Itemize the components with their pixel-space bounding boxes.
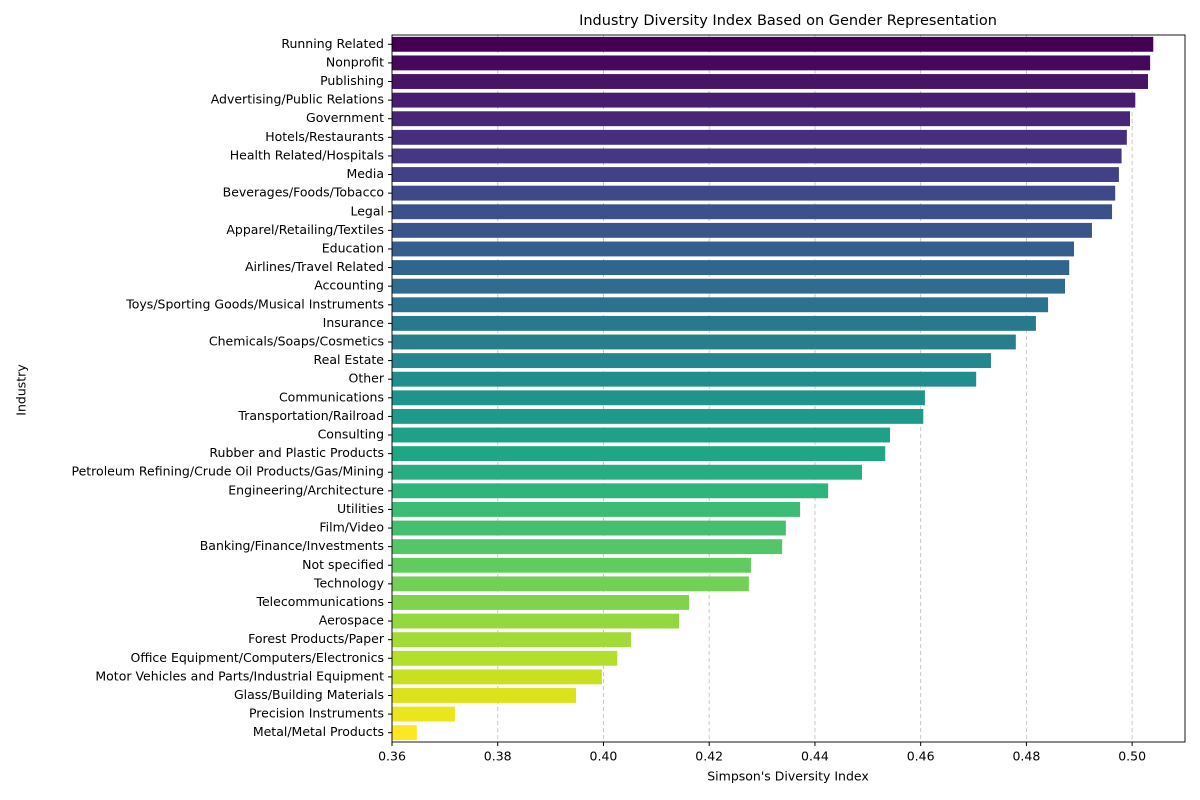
y-tick-label: Other [349, 371, 385, 386]
bar [392, 185, 1116, 201]
bar [392, 371, 977, 387]
bar [392, 148, 1122, 164]
bar [392, 55, 1151, 71]
bar [392, 427, 891, 443]
bar [392, 483, 829, 499]
y-tick-label: Toys/Sporting Goods/Musical Instruments [125, 296, 384, 311]
bar [392, 353, 991, 369]
y-tick-label: Education [322, 240, 384, 255]
y-tick-label: Office Equipment/Computers/Electronics [130, 650, 384, 665]
x-tick-label: 0.48 [1012, 749, 1040, 764]
y-tick-label: Consulting [318, 427, 384, 442]
y-tick-label: Insurance [323, 315, 385, 330]
y-tick-label: Nonprofit [326, 54, 384, 69]
y-tick-label: Government [306, 110, 384, 125]
y-tick-label: Accounting [314, 278, 384, 293]
bar [392, 669, 602, 685]
plot-frame [391, 34, 1186, 743]
y-tick-label: Not specified [302, 557, 384, 572]
x-tick-label: 0.40 [590, 749, 618, 764]
y-tick-label: Rubber and Plastic Products [209, 445, 384, 460]
y-tick-label: Motor Vehicles and Parts/Industrial Equi… [95, 668, 384, 683]
y-tick-label: Health Related/Hospitals [230, 147, 384, 162]
y-tick-label: Chemicals/Soaps/Cosmetics [209, 333, 384, 348]
bar [392, 464, 862, 480]
y-tick-label: Transportation/Railroad [237, 408, 384, 423]
y-tick-label: Publishing [320, 73, 384, 88]
bar [392, 408, 924, 424]
x-tick-label: 0.50 [1118, 749, 1146, 764]
bar [392, 501, 801, 517]
x-axis-label: Simpson's Diversity Index [707, 769, 869, 784]
y-tick-label: Utilities [337, 501, 384, 516]
bar [392, 129, 1127, 145]
bar [392, 74, 1148, 89]
y-tick-label: Petroleum Refining/Crude Oil Products/Ga… [72, 464, 385, 479]
y-tick-label: Aerospace [319, 613, 385, 628]
bar [392, 92, 1136, 108]
y-tick-label: Forest Products/Paper [248, 631, 385, 646]
y-tick-label: Banking/Finance/Investments [200, 538, 384, 553]
y-tick-label: Beverages/Foods/Tobacco [223, 185, 384, 200]
y-tick-label: Engineering/Architecture [228, 482, 384, 497]
bar [392, 706, 455, 722]
y-tick-label: Communications [279, 389, 384, 404]
bar [392, 446, 886, 462]
y-tick-label: Technology [313, 575, 385, 590]
bar [392, 222, 1092, 238]
bar [392, 111, 1131, 127]
bar [392, 539, 783, 555]
bar [392, 315, 1036, 331]
bar [392, 520, 786, 536]
y-tick-label: Media [346, 166, 384, 181]
bar [392, 613, 680, 629]
y-tick-label: Telecommunications [255, 594, 384, 609]
bar [392, 36, 1154, 52]
bar [392, 260, 1070, 276]
bar [392, 278, 1065, 294]
y-tick-label: Apparel/Retailing/Textiles [226, 222, 384, 237]
bar [392, 297, 1049, 313]
bar [392, 334, 1016, 350]
bar [392, 204, 1113, 220]
chart-title: Industry Diversity Index Based on Gender… [579, 13, 997, 29]
bar [392, 632, 631, 648]
y-tick-label: Film/Video [319, 520, 384, 535]
x-tick-label: 0.38 [484, 749, 512, 764]
x-tick-label: 0.46 [907, 749, 935, 764]
y-axis-label: Industry [14, 364, 29, 416]
y-tick-label: Running Related [281, 36, 384, 51]
bar [392, 595, 690, 610]
y-tick-label: Glass/Building Materials [234, 687, 384, 702]
y-tick-label: Advertising/Public Relations [211, 92, 384, 107]
bar [392, 688, 576, 703]
bar [392, 390, 925, 406]
x-tick-label: 0.36 [378, 749, 406, 764]
bar [392, 576, 749, 592]
bar [392, 650, 618, 666]
y-tick-label: Hotels/Restaurants [265, 129, 384, 144]
y-tick-label: Airlines/Travel Related [245, 259, 384, 274]
y-tick-label: Metal/Metal Products [253, 724, 384, 739]
y-tick-label: Precision Instruments [249, 706, 384, 721]
y-tick-label: Real Estate [314, 352, 385, 367]
bar [392, 557, 751, 573]
bar [392, 241, 1074, 257]
y-tick-label: Legal [350, 203, 384, 218]
bar [392, 725, 417, 741]
bar [392, 167, 1119, 182]
x-tick-label: 0.44 [801, 749, 829, 764]
x-tick-label: 0.42 [695, 749, 723, 764]
